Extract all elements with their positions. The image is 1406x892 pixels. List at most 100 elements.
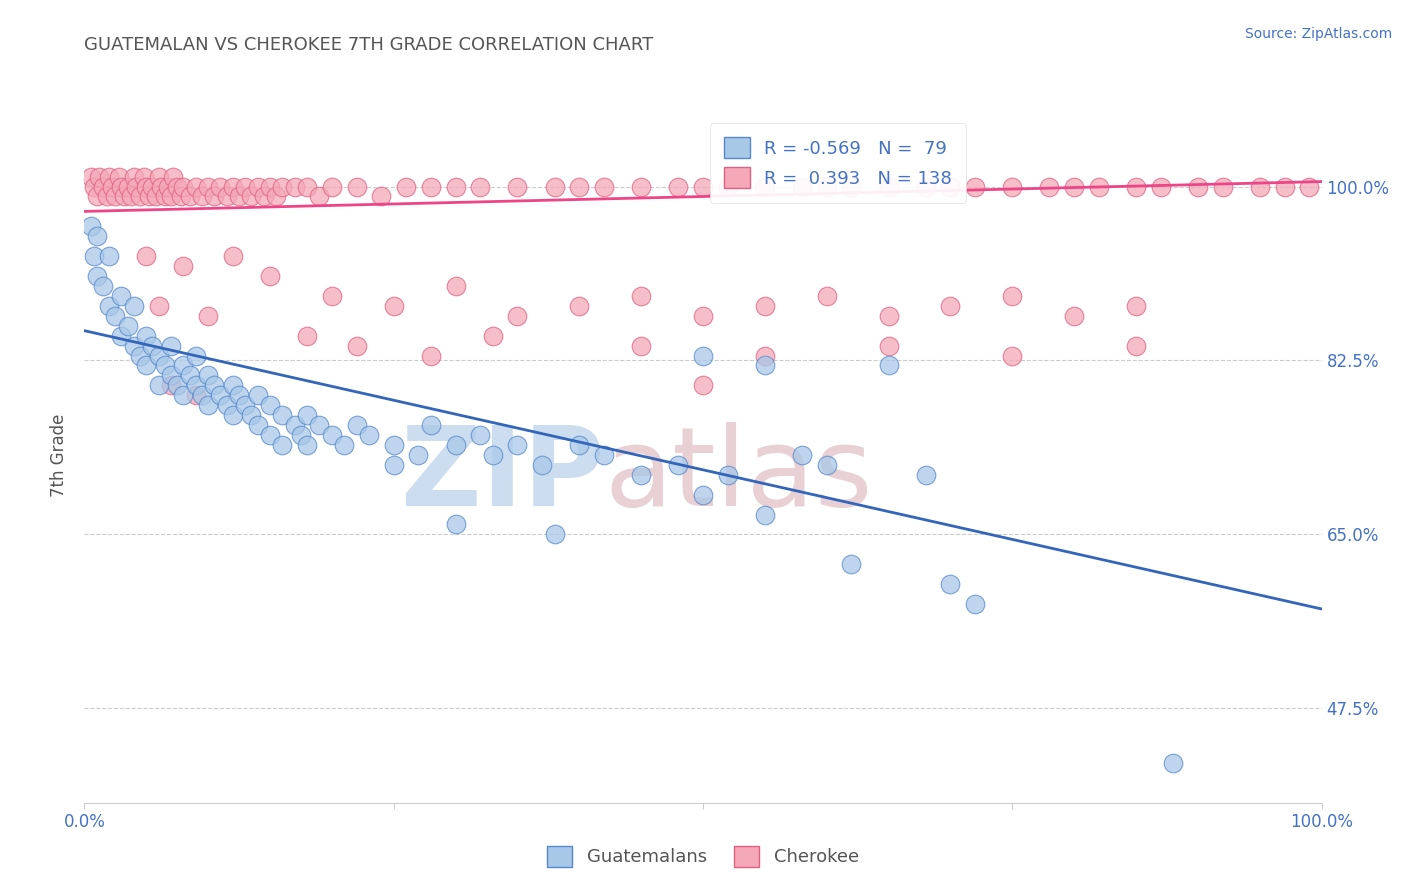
Point	[815, 179, 838, 194]
Point	[117, 318, 139, 333]
Text: ZIP: ZIP	[401, 422, 605, 529]
Point	[157, 179, 180, 194]
Point	[754, 508, 776, 522]
Point	[108, 169, 131, 184]
Point	[444, 179, 467, 194]
Point	[419, 179, 441, 194]
Point	[197, 368, 219, 383]
Point	[419, 349, 441, 363]
Point	[692, 488, 714, 502]
Point	[79, 219, 101, 234]
Point	[284, 418, 307, 433]
Point	[308, 418, 330, 433]
Point	[197, 179, 219, 194]
Point	[240, 408, 263, 422]
Text: GUATEMALAN VS CHEROKEE 7TH GRADE CORRELATION CHART: GUATEMALAN VS CHEROKEE 7TH GRADE CORRELA…	[84, 36, 654, 54]
Point	[135, 328, 157, 343]
Point	[531, 458, 554, 472]
Point	[222, 408, 245, 422]
Point	[939, 179, 962, 194]
Point	[148, 299, 170, 313]
Point	[86, 189, 108, 203]
Point	[630, 467, 652, 482]
Point	[240, 189, 263, 203]
Point	[717, 179, 740, 194]
Point	[692, 378, 714, 392]
Point	[877, 359, 900, 373]
Point	[150, 179, 173, 194]
Point	[481, 328, 503, 343]
Point	[382, 458, 405, 472]
Point	[295, 438, 318, 452]
Point	[543, 179, 565, 194]
Point	[215, 398, 238, 412]
Point	[1063, 179, 1085, 194]
Point	[630, 289, 652, 303]
Point	[83, 249, 105, 263]
Point	[202, 378, 225, 392]
Point	[145, 189, 167, 203]
Point	[184, 378, 207, 392]
Point	[630, 179, 652, 194]
Point	[1038, 179, 1060, 194]
Point	[209, 388, 232, 402]
Point	[184, 388, 207, 402]
Point	[228, 189, 250, 203]
Point	[346, 418, 368, 433]
Point	[129, 349, 152, 363]
Point	[321, 428, 343, 442]
Point	[543, 527, 565, 541]
Point	[321, 179, 343, 194]
Point	[83, 179, 105, 194]
Point	[666, 458, 689, 472]
Point	[191, 189, 214, 203]
Point	[308, 189, 330, 203]
Point	[132, 169, 155, 184]
Point	[172, 259, 194, 273]
Point	[506, 438, 529, 452]
Point	[914, 467, 936, 482]
Point	[98, 249, 121, 263]
Point	[86, 229, 108, 244]
Point	[408, 448, 430, 462]
Point	[395, 179, 418, 194]
Point	[122, 169, 145, 184]
Point	[1063, 309, 1085, 323]
Point	[110, 289, 132, 303]
Point	[233, 398, 256, 412]
Point	[1088, 179, 1111, 194]
Point	[202, 189, 225, 203]
Point	[481, 448, 503, 462]
Point	[444, 517, 467, 532]
Point	[112, 189, 135, 203]
Point	[120, 189, 142, 203]
Point	[148, 378, 170, 392]
Point	[141, 179, 163, 194]
Point	[104, 309, 127, 323]
Point	[184, 349, 207, 363]
Point	[253, 189, 276, 203]
Point	[259, 179, 281, 194]
Point	[129, 189, 152, 203]
Point	[172, 359, 194, 373]
Point	[135, 359, 157, 373]
Point	[135, 249, 157, 263]
Point	[166, 179, 188, 194]
Point	[877, 179, 900, 194]
Point	[295, 179, 318, 194]
Point	[264, 189, 287, 203]
Point	[321, 289, 343, 303]
Point	[841, 179, 863, 194]
Legend: R = -0.569   N =  79, R =  0.393   N = 138: R = -0.569 N = 79, R = 0.393 N = 138	[710, 123, 966, 202]
Point	[197, 398, 219, 412]
Point	[333, 438, 356, 452]
Point	[1001, 289, 1024, 303]
Point	[444, 438, 467, 452]
Text: Source: ZipAtlas.com: Source: ZipAtlas.com	[1244, 27, 1392, 41]
Point	[754, 179, 776, 194]
Point	[357, 428, 380, 442]
Point	[692, 179, 714, 194]
Point	[100, 179, 122, 194]
Legend: Guatemalans, Cherokee: Guatemalans, Cherokee	[540, 838, 866, 874]
Point	[1150, 179, 1173, 194]
